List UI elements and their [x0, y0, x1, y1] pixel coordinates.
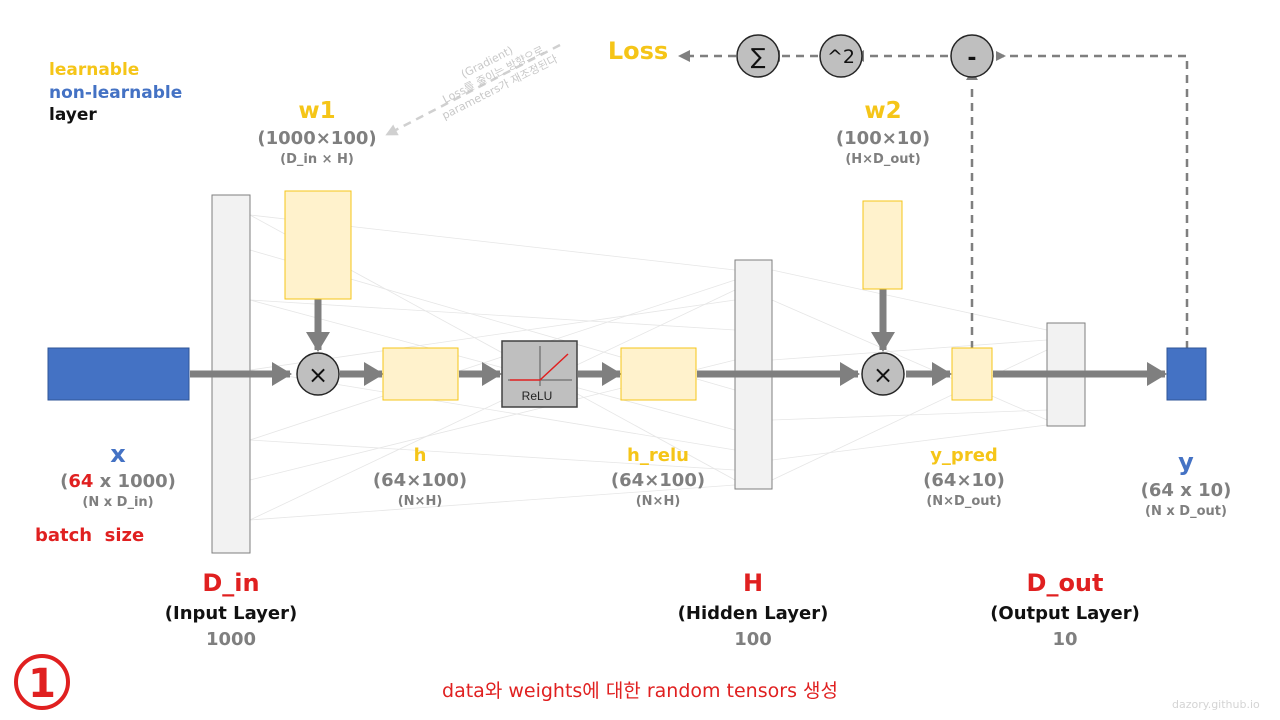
batch-size-note: batch size [35, 525, 145, 546]
multiply-symbol: × [308, 361, 328, 389]
x-dims: (N x D_in) [82, 495, 154, 510]
gradient-note: (Gradient) Loss를 줄이는 방향으로 parameters가 재조… [440, 44, 560, 123]
square-symbol: ^2 [827, 46, 855, 68]
relu-box: ReLU [501, 340, 578, 408]
w1-shape: (1000×100) [257, 128, 377, 149]
w2-name: w2 [864, 98, 902, 124]
output-layer-size: 10 [1052, 629, 1078, 650]
step-marker: 1 [14, 654, 70, 710]
w2-weight-block [862, 200, 903, 290]
gradient-arrow [385, 43, 561, 136]
legend-layer: layer [49, 105, 97, 125]
relu-label: ReLU [522, 389, 553, 403]
w2-shape: (100×10) [835, 128, 931, 149]
loss-label: Loss [607, 37, 669, 65]
h-name: h [413, 445, 427, 466]
w1-weight-block [284, 190, 352, 300]
w2-dims: (H×D_out) [845, 152, 921, 167]
y-pred-shape: (64×10) [923, 470, 1005, 491]
x-shape-suffix: x 1000) [93, 471, 176, 492]
square-node: ^2 [819, 34, 863, 78]
x-shape-prefix: ( [60, 471, 69, 492]
output-layer-name: D_out [1026, 569, 1104, 597]
y-name: y [1178, 448, 1194, 476]
w1-dims: (D_in × H) [280, 152, 354, 167]
caption: data와 weights에 대한 random tensors 생성 [442, 680, 838, 702]
w2-multiply-node: × [861, 352, 905, 396]
input-layer-size: 1000 [205, 629, 257, 650]
h-relu-dims: (N×H) [635, 494, 681, 509]
input-layer-name: D_in [202, 569, 260, 597]
legend-non-learnable: non-learnable [49, 83, 183, 103]
watermark: dazory.github.io [1172, 698, 1260, 711]
hidden-layer-name: H [742, 569, 764, 597]
hidden-layer-desc: (Hidden Layer) [677, 603, 829, 624]
h-tensor-block [382, 347, 459, 401]
legend-learnable: learnable [49, 60, 140, 80]
w1-multiply-node: × [296, 352, 340, 396]
flow-arrows [190, 289, 1167, 386]
w1-name: w1 [298, 98, 336, 124]
h-relu-tensor-block [620, 347, 697, 401]
x-input-block [47, 347, 190, 401]
h-dims: (N×H) [397, 494, 443, 509]
hidden-layer-size: 100 [734, 629, 772, 650]
y-pred-name: y_pred [930, 445, 998, 466]
minus-symbol: - [967, 46, 976, 71]
output-layer-desc: (Output Layer) [990, 603, 1140, 624]
y-dims: (N x D_out) [1145, 504, 1227, 519]
minus-node: - [950, 34, 994, 78]
x-name: x [110, 440, 126, 468]
h-relu-name: h_relu [627, 445, 689, 466]
y-target-block [1166, 347, 1207, 401]
input-layer-desc: (Input Layer) [164, 603, 298, 624]
y-shape: (64 x 10) [1140, 480, 1232, 501]
sum-node: ∑ [736, 34, 780, 78]
step-number: 1 [28, 661, 56, 707]
x-batch-size: 64 [68, 471, 94, 492]
y-pred-tensor-block [951, 347, 993, 401]
h-relu-shape: (64×100) [610, 470, 706, 491]
y-pred-dims: (N×D_out) [926, 494, 1002, 509]
h-shape: (64×100) [372, 470, 468, 491]
x-shape: (64 x 1000) [60, 471, 176, 493]
multiply-symbol: × [873, 361, 893, 389]
sum-symbol: ∑ [751, 45, 766, 70]
